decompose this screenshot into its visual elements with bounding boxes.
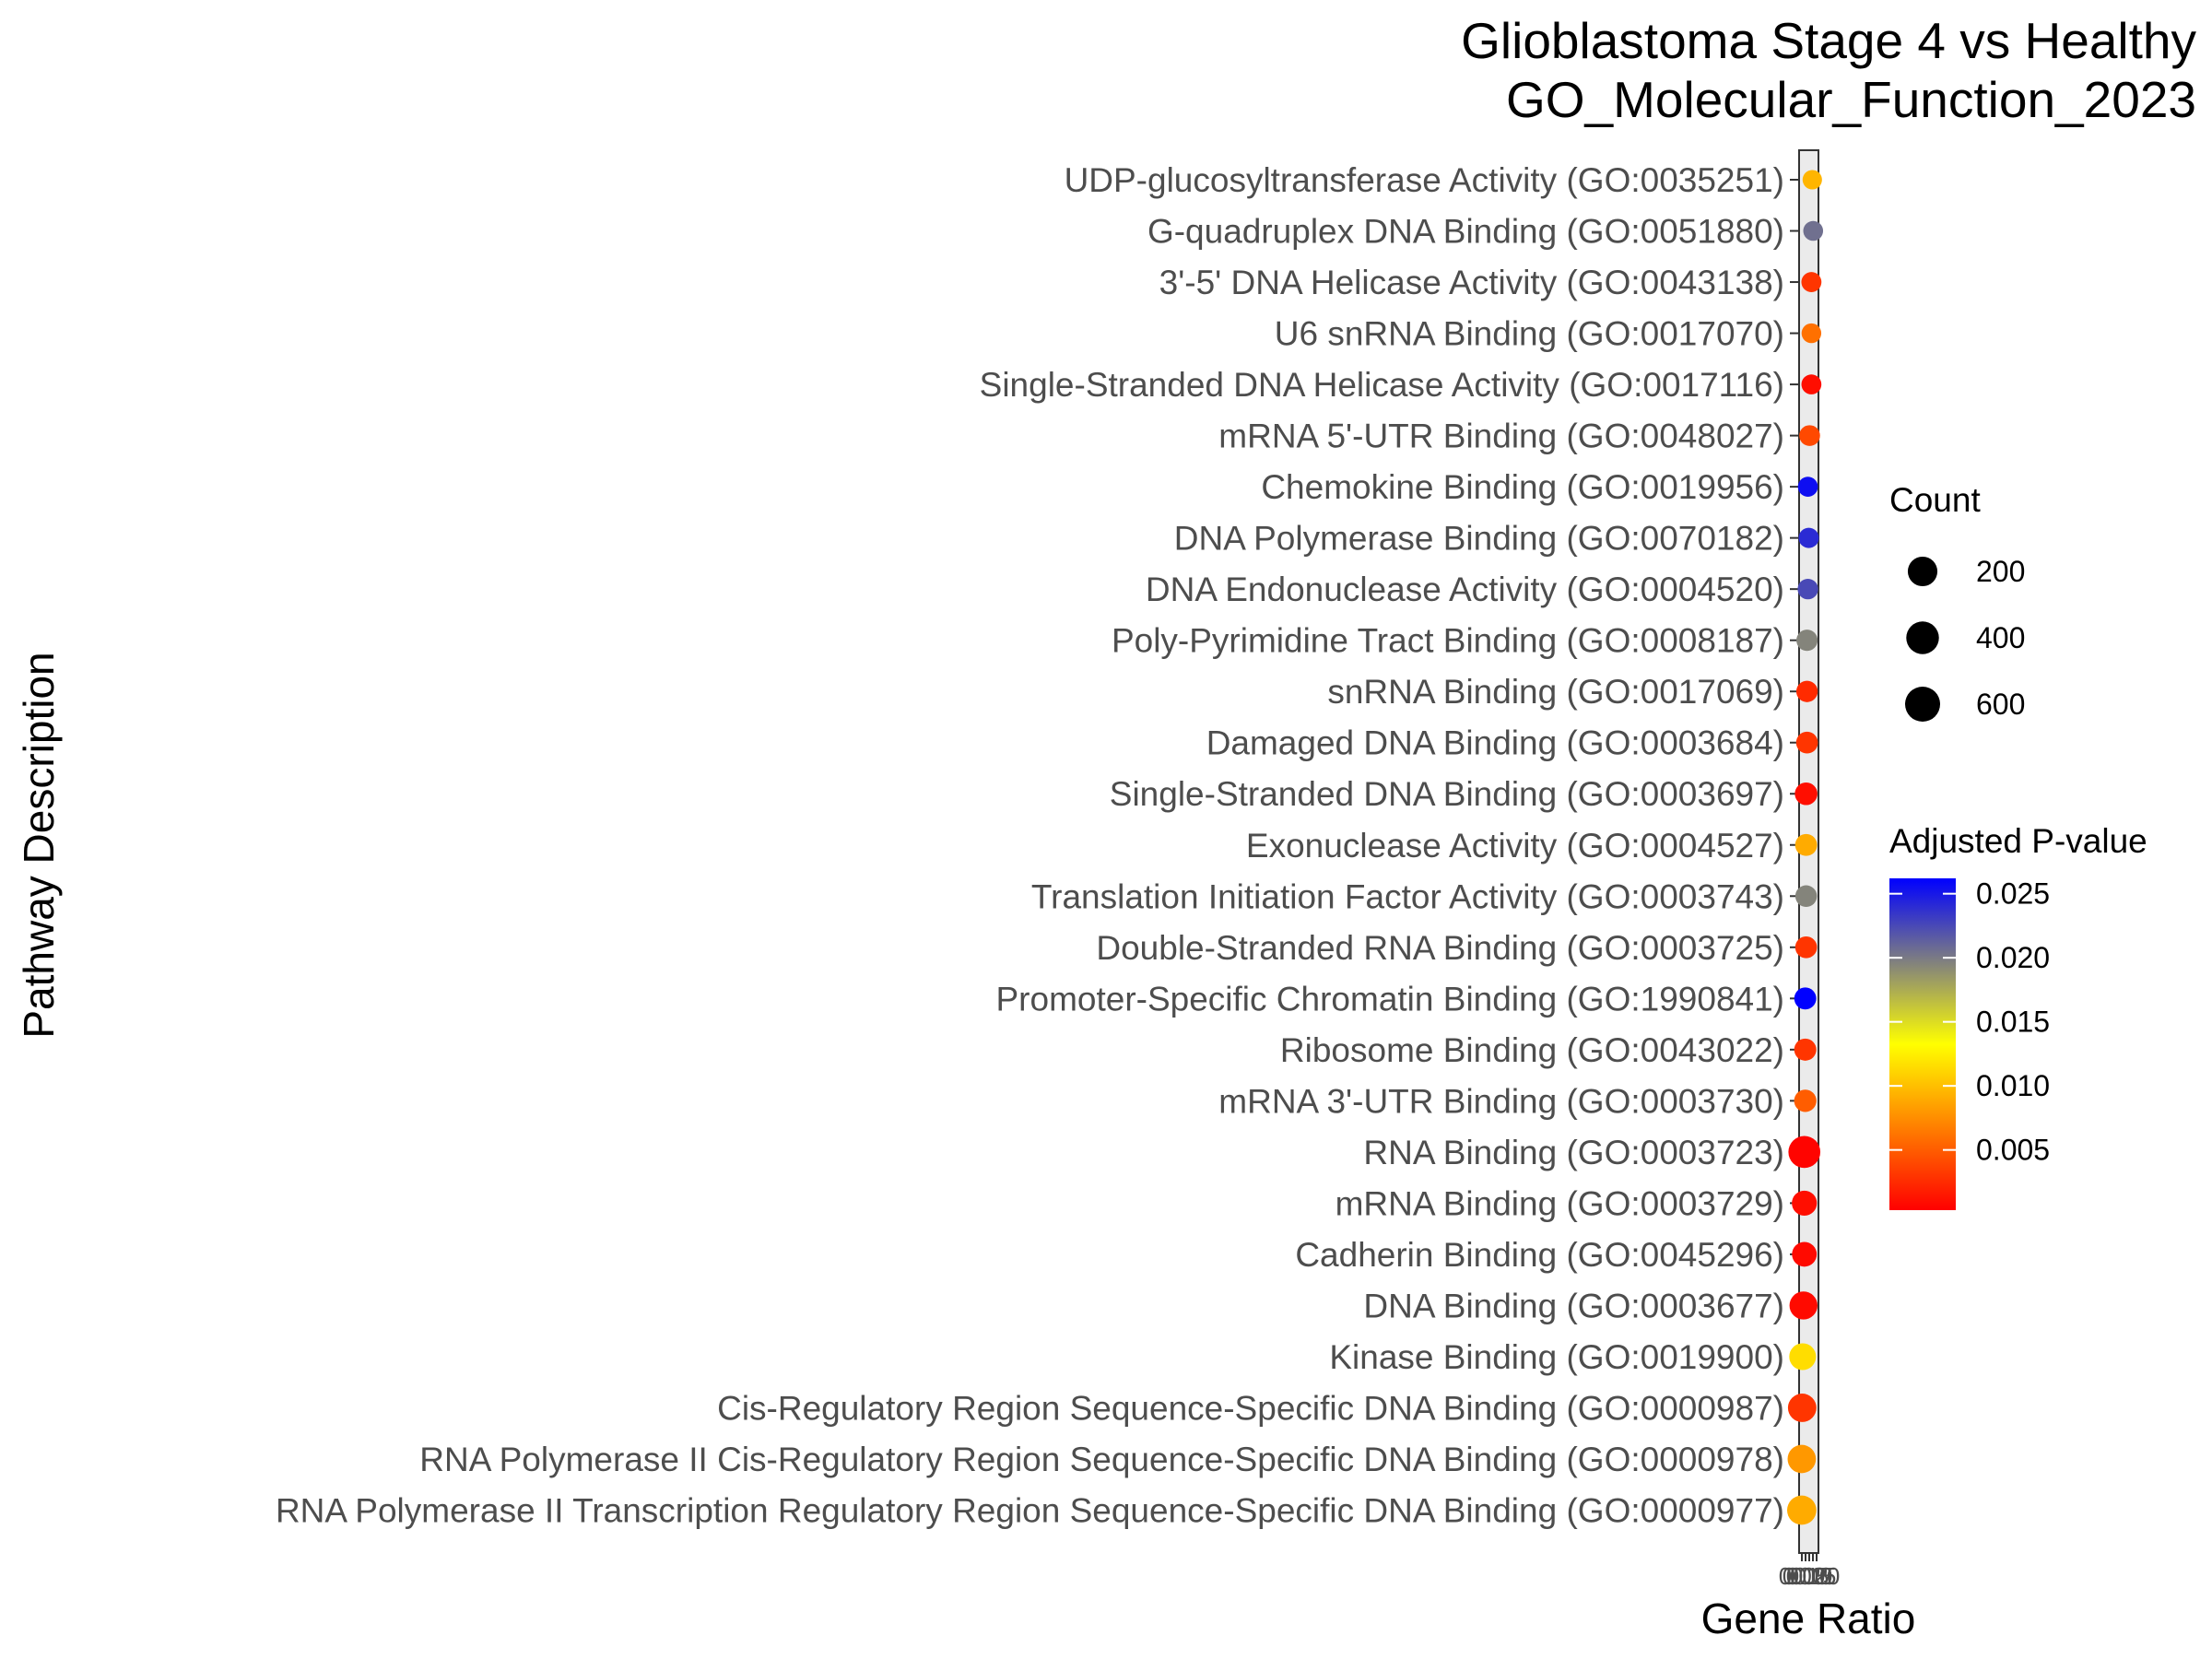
- data-point: [1789, 1343, 1817, 1371]
- color-bar: [1889, 878, 1956, 1210]
- x-axis: 0.000.050.100.150.20: [1779, 1553, 1841, 1590]
- data-point: [1792, 1241, 1818, 1267]
- data-point: [1801, 374, 1822, 394]
- size-legend: Count 200 400 600: [1889, 481, 2025, 723]
- x-tick-label: 0.00: [1779, 1562, 1826, 1590]
- data-point: [1787, 1394, 1817, 1422]
- x-axis-title: Gene Ratio: [1701, 1594, 1916, 1642]
- size-legend-label: 200: [1976, 555, 2025, 588]
- y-tick-label: Single-Stranded DNA Binding (GO:0003697): [1110, 775, 1784, 813]
- y-tick-label: RNA Binding (GO:0003723): [1363, 1134, 1784, 1171]
- y-tick-label: Damaged DNA Binding (GO:0003684): [1206, 724, 1784, 762]
- data-point: [1796, 629, 1818, 652]
- data-point: [1794, 885, 1818, 908]
- data-points: [1786, 170, 1824, 1525]
- y-tick-label: 3'-5' DNA Helicase Activity (GO:0043138): [1159, 264, 1784, 301]
- plot-title: Glioblastoma Stage 4 vs Healthy GO_Molec…: [1461, 12, 2196, 128]
- data-point: [1788, 1135, 1821, 1169]
- y-tick-label: Single-Stranded DNA Helicase Activity (G…: [980, 366, 1784, 404]
- size-legend-label: 400: [1976, 621, 2025, 654]
- y-tick-label: Kinase Binding (GO:0019900): [1329, 1338, 1784, 1376]
- data-point: [1802, 170, 1822, 190]
- x-tick-label: 0.20: [1794, 1562, 1841, 1590]
- color-legend-label: 0.015: [1976, 1006, 2050, 1039]
- y-tick-label: mRNA 5'-UTR Binding (GO:0048027): [1218, 418, 1784, 455]
- x-tick-label: 0.10: [1786, 1562, 1833, 1590]
- data-point: [1786, 1495, 1817, 1525]
- y-tick-label: snRNA Binding (GO:0017069): [1327, 673, 1784, 711]
- data-point: [1801, 272, 1822, 292]
- x-tick-label: 0.05: [1783, 1562, 1830, 1590]
- y-tick-label: Translation Initiation Factor Activity (…: [1031, 877, 1784, 915]
- data-point: [1795, 731, 1818, 754]
- data-point: [1798, 527, 1819, 548]
- y-tick-label: G-quadruplex DNA Binding (GO:0051880): [1147, 213, 1784, 251]
- y-tick-label: mRNA Binding (GO:0003729): [1335, 1184, 1784, 1222]
- data-point: [1797, 579, 1818, 600]
- color-legend-title: Adjusted P-value: [1889, 822, 2147, 860]
- y-tick-label: DNA Polymerase Binding (GO:0070182): [1174, 520, 1784, 558]
- y-tick-label: mRNA 3'-UTR Binding (GO:0003730): [1218, 1082, 1784, 1120]
- data-point: [1797, 477, 1818, 497]
- color-legend-label: 0.010: [1976, 1069, 2050, 1102]
- data-point: [1795, 680, 1818, 702]
- y-axis-title: Pathway Description: [15, 652, 63, 1038]
- data-point: [1789, 1291, 1818, 1320]
- data-point: [1787, 1444, 1817, 1474]
- size-legend-label: 600: [1976, 688, 2025, 721]
- y-tick-label: Double-Stranded RNA Binding (GO:0003725): [1096, 929, 1784, 967]
- data-point: [1794, 833, 1818, 856]
- y-tick-label: RNA Polymerase II Transcription Regulato…: [276, 1492, 1784, 1530]
- y-tick-label: DNA Binding (GO:0003677): [1363, 1287, 1784, 1324]
- y-tick-label: Promoter-Specific Chromatin Binding (GO:…: [996, 980, 1785, 1018]
- y-tick-label: Ribosome Binding (GO:0043022): [1280, 1031, 1784, 1069]
- size-legend-key: [1906, 621, 1939, 654]
- y-tick-label: Cadherin Binding (GO:0045296): [1295, 1236, 1784, 1274]
- data-point: [1794, 935, 1818, 959]
- size-legend-key: [1904, 686, 1941, 723]
- color-legend-label: 0.025: [1976, 877, 2050, 911]
- y-tick-label: Cis-Regulatory Region Sequence-Specific …: [717, 1389, 1784, 1427]
- size-legend-title: Count: [1889, 481, 1981, 519]
- y-tick-label: DNA Endonuclease Activity (GO:0004520): [1146, 571, 1784, 608]
- data-point: [1792, 1190, 1818, 1216]
- title-line-2: GO_Molecular_Function_2023: [1506, 71, 2196, 128]
- data-point: [1794, 782, 1818, 806]
- y-axis: UDP-glucosyltransferase Activity (GO:003…: [276, 161, 1799, 1530]
- x-tick-label: 0.15: [1790, 1562, 1837, 1590]
- y-tick-label: Exonuclease Activity (GO:0004527): [1246, 827, 1784, 865]
- y-tick-label: RNA Polymerase II Cis-Regulatory Region …: [419, 1441, 1784, 1478]
- color-legend-label: 0.005: [1976, 1134, 2050, 1167]
- color-legend-label: 0.020: [1976, 941, 2050, 974]
- size-legend-key: [1907, 556, 1938, 587]
- title-line-1: Glioblastoma Stage 4 vs Healthy: [1461, 12, 2196, 69]
- data-point: [1803, 220, 1824, 241]
- color-legend: Adjusted P-value 0.025 0.020 0.015 0.010 0.0…: [1889, 822, 2147, 1210]
- data-point: [1794, 1038, 1817, 1061]
- data-point: [1794, 1089, 1817, 1112]
- data-point: [1801, 323, 1822, 344]
- data-point: [1799, 425, 1820, 446]
- y-tick-label: UDP-glucosyltransferase Activity (GO:003…: [1065, 161, 1784, 199]
- y-tick-label: Chemokine Binding (GO:0019956): [1261, 468, 1784, 506]
- data-point: [1794, 987, 1817, 1010]
- y-tick-label: Poly-Pyrimidine Tract Binding (GO:000818…: [1112, 622, 1784, 660]
- y-tick-label: U6 snRNA Binding (GO:0017070): [1275, 315, 1784, 353]
